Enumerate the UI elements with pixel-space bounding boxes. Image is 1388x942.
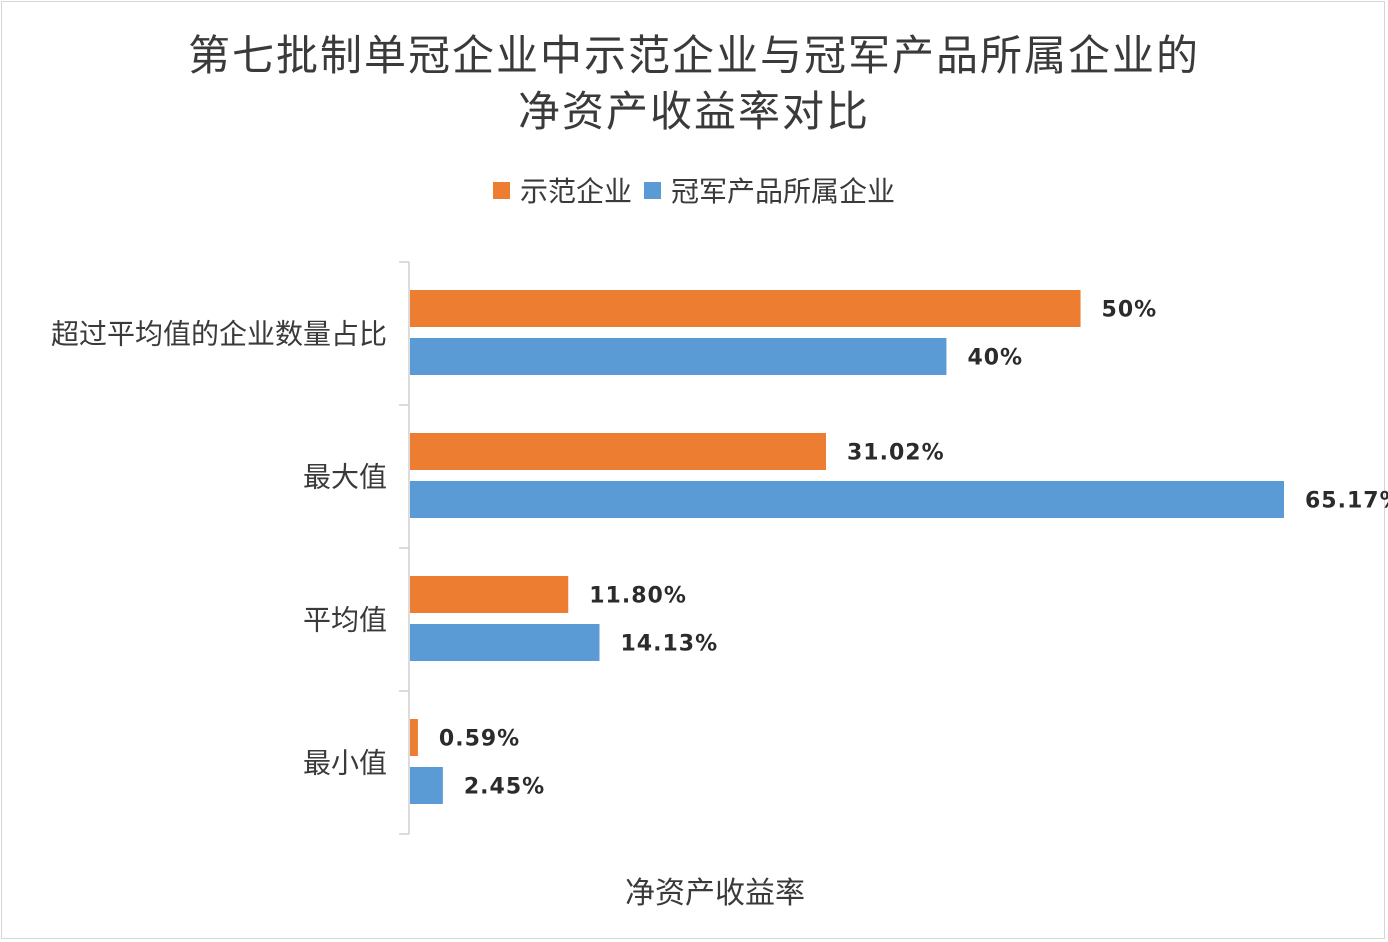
- data-label-series-1: 11.80%: [589, 584, 687, 609]
- legend-label-series-1: 示范企业: [519, 175, 632, 208]
- chart-title: 第七批制单冠企业中示范企业与冠军产品所属企业的 净资产收益率对比: [0, 28, 1388, 140]
- chart-title-line-1: 第七批制单冠企业中示范企业与冠军产品所属企业的: [187, 31, 1200, 80]
- bar-series-2: [410, 624, 600, 661]
- bar-series-1: [410, 576, 569, 613]
- legend-label-series-2: 冠军产品所属企业: [671, 175, 896, 208]
- legend-swatch-series-1: [492, 181, 510, 199]
- data-label-series-2: 14.13%: [620, 632, 718, 657]
- data-label-series-2: 65.17%: [1305, 489, 1388, 514]
- legend-swatch-series-2: [644, 181, 661, 199]
- category-label: 最小值: [303, 747, 387, 780]
- category-label: 最大值: [303, 461, 387, 494]
- data-label-series-2: 40%: [967, 346, 1023, 371]
- bar-series-2: [410, 767, 443, 804]
- chart-legend: 示范企业 冠军产品所属企业: [0, 170, 1388, 210]
- bar-series-1: [410, 290, 1081, 327]
- data-label-series-2: 2.45%: [464, 775, 545, 800]
- category-label: 平均值: [303, 604, 387, 637]
- category-label: 超过平均值的企业数量占比: [51, 318, 387, 351]
- bar-series-2: [410, 338, 947, 375]
- bar-series-2: [410, 481, 1284, 518]
- bar-series-1: [410, 719, 418, 756]
- x-axis-label: 净资产收益率: [625, 876, 805, 911]
- legend-item-series-2: 冠军产品所属企业: [644, 170, 895, 210]
- chart-title-line-2: 净资产收益率对比: [517, 87, 870, 136]
- data-label-series-1: 50%: [1102, 298, 1158, 323]
- data-label-series-1: 31.02%: [847, 441, 945, 466]
- legend-item-series-1: 示范企业: [492, 170, 632, 210]
- bar-series-1: [410, 433, 827, 470]
- data-label-series-1: 0.59%: [439, 727, 520, 752]
